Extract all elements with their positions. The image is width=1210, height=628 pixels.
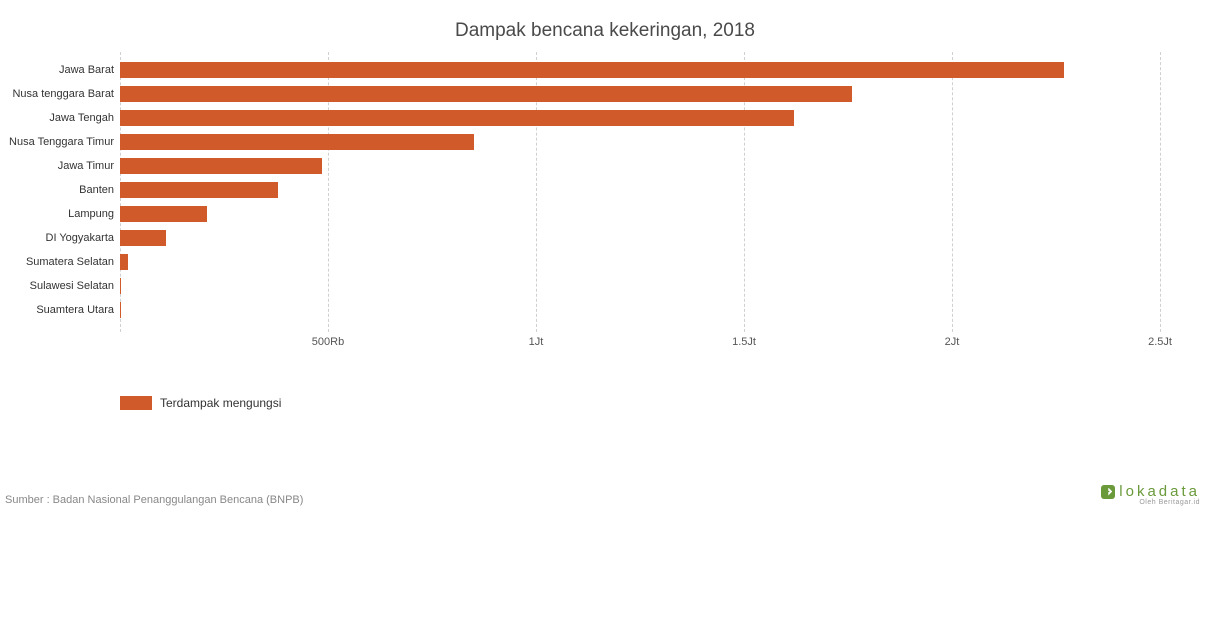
legend-label: Terdampak mengungsi: [160, 396, 281, 410]
bar-row: Suamtera Utara: [120, 298, 1160, 322]
y-category-label: Jawa Timur: [6, 160, 120, 172]
bar-row: Nusa Tenggara Timur: [120, 130, 1160, 154]
y-category-label: Jawa Barat: [6, 64, 120, 76]
chart-title: Dampak bencana kekeringan, 2018: [0, 0, 1210, 52]
bar: [120, 254, 128, 270]
bar-row: Sumatera Selatan: [120, 250, 1160, 274]
chart-plot-area: Jawa BaratNusa tenggara BaratJawa Tengah…: [120, 52, 1160, 332]
y-category-label: Jawa Tengah: [6, 112, 120, 124]
y-category-label: Lampung: [6, 208, 120, 220]
bar: [120, 134, 474, 150]
y-category-label: Banten: [6, 184, 120, 196]
y-category-label: Nusa Tenggara Timur: [6, 136, 120, 148]
bar: [120, 182, 278, 198]
bar: [120, 206, 207, 222]
legend-swatch: [120, 396, 152, 410]
bar: [120, 86, 852, 102]
source-text: Sumber : Badan Nasional Penanggulangan B…: [5, 494, 303, 506]
bar: [120, 62, 1064, 78]
brand-name: lokadata: [1119, 483, 1200, 500]
bar-row: Sulawesi Selatan: [120, 274, 1160, 298]
bar-row: Jawa Barat: [120, 58, 1160, 82]
brand-subtitle: Oleh Beritagar.id: [1101, 499, 1200, 506]
brand-logo: lokadata Oleh Beritagar.id: [1101, 483, 1200, 506]
x-tick-label: 2.5Jt: [1148, 336, 1172, 348]
bar-row: Nusa tenggara Barat: [120, 82, 1160, 106]
bar-row: Banten: [120, 178, 1160, 202]
bar-row: Jawa Timur: [120, 154, 1160, 178]
bar-row: Jawa Tengah: [120, 106, 1160, 130]
x-tick-label: 1Jt: [529, 336, 544, 348]
x-tick-label: 2Jt: [945, 336, 960, 348]
y-category-label: Nusa tenggara Barat: [6, 88, 120, 100]
bar: [120, 230, 166, 246]
bar: [120, 110, 794, 126]
gridline: [1160, 52, 1161, 332]
bar-row: Lampung: [120, 202, 1160, 226]
y-category-label: Sumatera Selatan: [6, 256, 120, 268]
y-category-label: Sulawesi Selatan: [6, 280, 120, 292]
legend: Terdampak mengungsi: [120, 396, 1210, 410]
bar: [120, 158, 322, 174]
bar: [120, 278, 121, 294]
bar-row: DI Yogyakarta: [120, 226, 1160, 250]
x-axis: 500Rb1Jt1.5Jt2Jt2.5Jt: [120, 336, 1160, 356]
y-category-label: DI Yogyakarta: [6, 232, 120, 244]
x-tick-label: 500Rb: [312, 336, 344, 348]
y-category-label: Suamtera Utara: [6, 304, 120, 316]
leaf-icon: [1101, 485, 1115, 499]
x-tick-label: 1.5Jt: [732, 336, 756, 348]
